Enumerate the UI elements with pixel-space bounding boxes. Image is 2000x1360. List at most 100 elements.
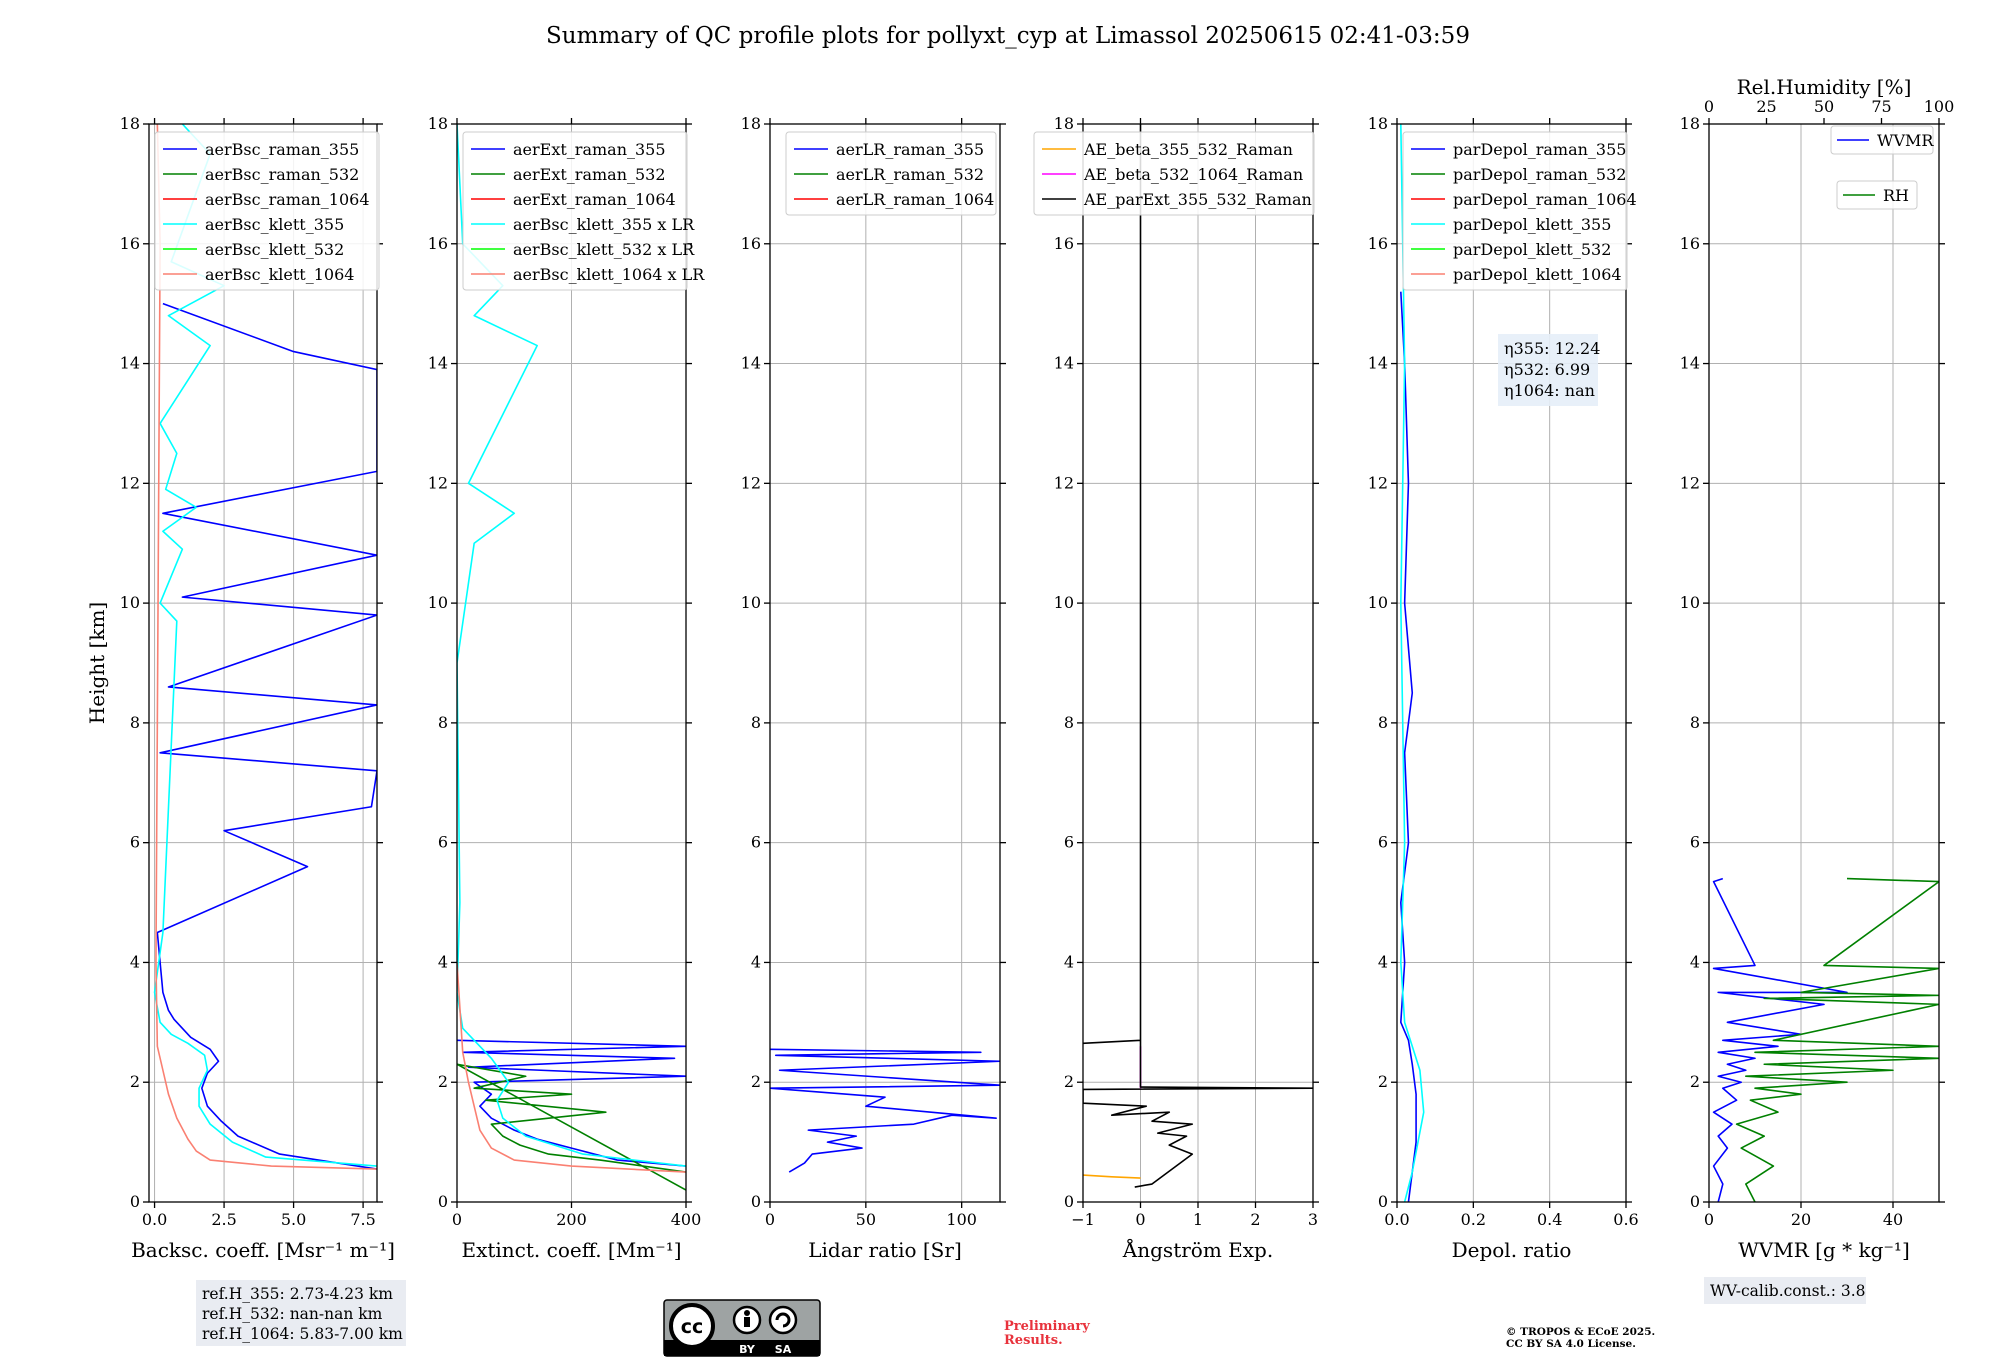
ytick-label-0: 0	[130, 1192, 140, 1211]
ytick-label-4: 8	[130, 713, 140, 732]
ytick-label-3: 6	[130, 833, 140, 852]
ytick-label-6: 12	[1054, 473, 1074, 492]
xaxis-label: Extinct. coeff. [Mm⁻¹]	[461, 1238, 681, 1262]
wv-calib-text: WV-calib.const.: 3.8	[1710, 1282, 1866, 1300]
ytick-label-7: 14	[120, 354, 140, 373]
sa-label: SA	[775, 1343, 792, 1356]
legend-entry-1: aerBsc_raman_532	[205, 165, 359, 184]
xtick-label-4: 3	[1308, 1210, 1318, 1229]
legend-entry-0: aerExt_raman_355	[513, 140, 666, 159]
ytick-label-0: 0	[751, 1192, 761, 1211]
xtick-label-0: 0	[452, 1210, 462, 1229]
ytick-label-2: 4	[751, 952, 761, 971]
legend-entry-3: parDepol_klett_355	[1453, 215, 1611, 234]
panel-extinction: 0 2 4 6 8 10 12 14 16 18 0 200 400 Extinct. coeff. [M…	[428, 114, 706, 1262]
ytick-label-1: 2	[1064, 1072, 1074, 1091]
xtick-label-3: 2	[1250, 1210, 1260, 1229]
legend-entry-4: aerBsc_klett_532	[205, 240, 344, 259]
series-aerBsc_klett_1064	[155, 124, 377, 1170]
xaxis-label: Ångström Exp.	[1122, 1237, 1273, 1262]
axes-frame	[148, 123, 378, 1203]
by-label: BY	[739, 1343, 756, 1356]
cc-logo-icon	[669, 1303, 715, 1349]
eta-annotation-1: η532: 6.99	[1504, 360, 1590, 379]
legend-entry-0: aerLR_raman_355	[836, 140, 984, 159]
copyright-line-1: © TROPOS & ECoE 2025.	[1506, 1326, 1655, 1338]
ytick-label-2: 4	[438, 952, 448, 971]
series-group	[1083, 124, 1313, 1188]
legend-entry-0: parDepol_raman_355	[1453, 140, 1626, 159]
axes-frame	[769, 123, 1001, 1203]
legend-box	[462, 131, 688, 291]
series-parDepol_raman_355	[1400, 291, 1417, 1202]
legend-entry-WVMR: WVMR	[1877, 131, 1934, 150]
xaxis-label: Depol. ratio	[1452, 1238, 1572, 1262]
ytick-label-1: 2	[438, 1072, 448, 1091]
ytick-label-3: 6	[1064, 833, 1074, 852]
xtick-label-1: 20	[1791, 1210, 1811, 1229]
ytick-label-3: 6	[751, 833, 761, 852]
series-group	[153, 124, 377, 1170]
xtick-label-2: 5.0	[281, 1210, 306, 1229]
ytick-label-3: 6	[1690, 833, 1700, 852]
ytick-label-6: 12	[1680, 473, 1700, 492]
ytick-label-2: 4	[1064, 952, 1074, 971]
legend-entry-4: aerBsc_klett_532 x LR	[513, 240, 695, 259]
series-AE_parExt_355_532_Raman	[1083, 124, 1313, 1188]
ytick-label-9: 18	[1054, 114, 1074, 133]
xtick-label-0: 0	[1704, 1210, 1714, 1229]
ytick-label-8: 16	[428, 234, 448, 253]
legend-entry-1: aerLR_raman_532	[836, 165, 984, 184]
ytick-label-0: 0	[1378, 1192, 1388, 1211]
legend-box	[1033, 131, 1315, 216]
ytick-label-4: 8	[1378, 713, 1388, 732]
series-aerBsc_klett_1064 x LR	[457, 962, 686, 1173]
sa-share-alike-arrow	[775, 1312, 791, 1328]
xtick-label-3: 0.6	[1613, 1210, 1638, 1229]
ytick-label-2: 4	[130, 952, 140, 971]
ytick-label-5: 10	[741, 593, 761, 612]
xtick-label-1: 50	[856, 1210, 876, 1229]
legend-entry-2: AE_parExt_355_532_Raman	[1083, 190, 1312, 209]
ytick-label-8: 16	[120, 234, 140, 253]
legend-entry-2: aerBsc_raman_1064	[205, 190, 370, 209]
ref-height-355: ref.H_355: 2.73-4.23 km	[202, 1285, 393, 1303]
ytick-label-9: 18	[1680, 114, 1700, 133]
ytick-label-1: 2	[130, 1072, 140, 1091]
ytick-label-4: 8	[751, 713, 761, 732]
legend-entry-1: aerExt_raman_532	[513, 165, 666, 184]
xtick-label-2: 400	[671, 1210, 702, 1229]
xaxis-label: Lidar ratio [Sr]	[808, 1238, 962, 1262]
ytick-label-0: 0	[1690, 1192, 1700, 1211]
ytick-label-7: 14	[1054, 354, 1074, 373]
series-aerExt_raman_355	[457, 1039, 686, 1167]
ytick-label-0: 0	[438, 1192, 448, 1211]
ytick-label-6: 12	[741, 473, 761, 492]
ytick-label-1: 2	[1378, 1072, 1388, 1091]
preliminary-line-1: Preliminary	[1004, 1319, 1090, 1334]
xtick-label-0: −1	[1071, 1210, 1095, 1229]
x2tick-label-0: 0	[1704, 97, 1714, 116]
series-group	[457, 124, 686, 1191]
legend-entry-2: parDepol_raman_1064	[1453, 190, 1637, 209]
ref-height-note-box	[196, 1280, 406, 1346]
by-attribution-head	[744, 1310, 750, 1316]
ytick-label-4: 8	[1064, 713, 1074, 732]
cc-logo-text: cc	[681, 1316, 704, 1338]
ytick-label-5: 10	[1368, 593, 1388, 612]
legend-entry-0: AE_beta_355_532_Raman	[1083, 140, 1293, 159]
xtick-label-2: 1	[1193, 1210, 1203, 1229]
ytick-label-4: 8	[1690, 713, 1700, 732]
xtick-label-1: 0	[1135, 1210, 1145, 1229]
by-attribution-body	[744, 1317, 750, 1327]
ytick-label-2: 4	[1378, 952, 1388, 971]
wv-calib-note: WV-calib.const.: 3.8	[1704, 1277, 1866, 1304]
ytick-label-5: 10	[120, 593, 140, 612]
legend-entry-5: aerBsc_klett_1064	[205, 265, 354, 284]
series-group	[770, 1048, 1000, 1173]
ytick-label-8: 16	[741, 234, 761, 253]
ref-height-1064: ref.H_1064: 5.83-7.00 km	[202, 1325, 403, 1343]
series-aerBsc_raman_355	[156, 302, 377, 1170]
